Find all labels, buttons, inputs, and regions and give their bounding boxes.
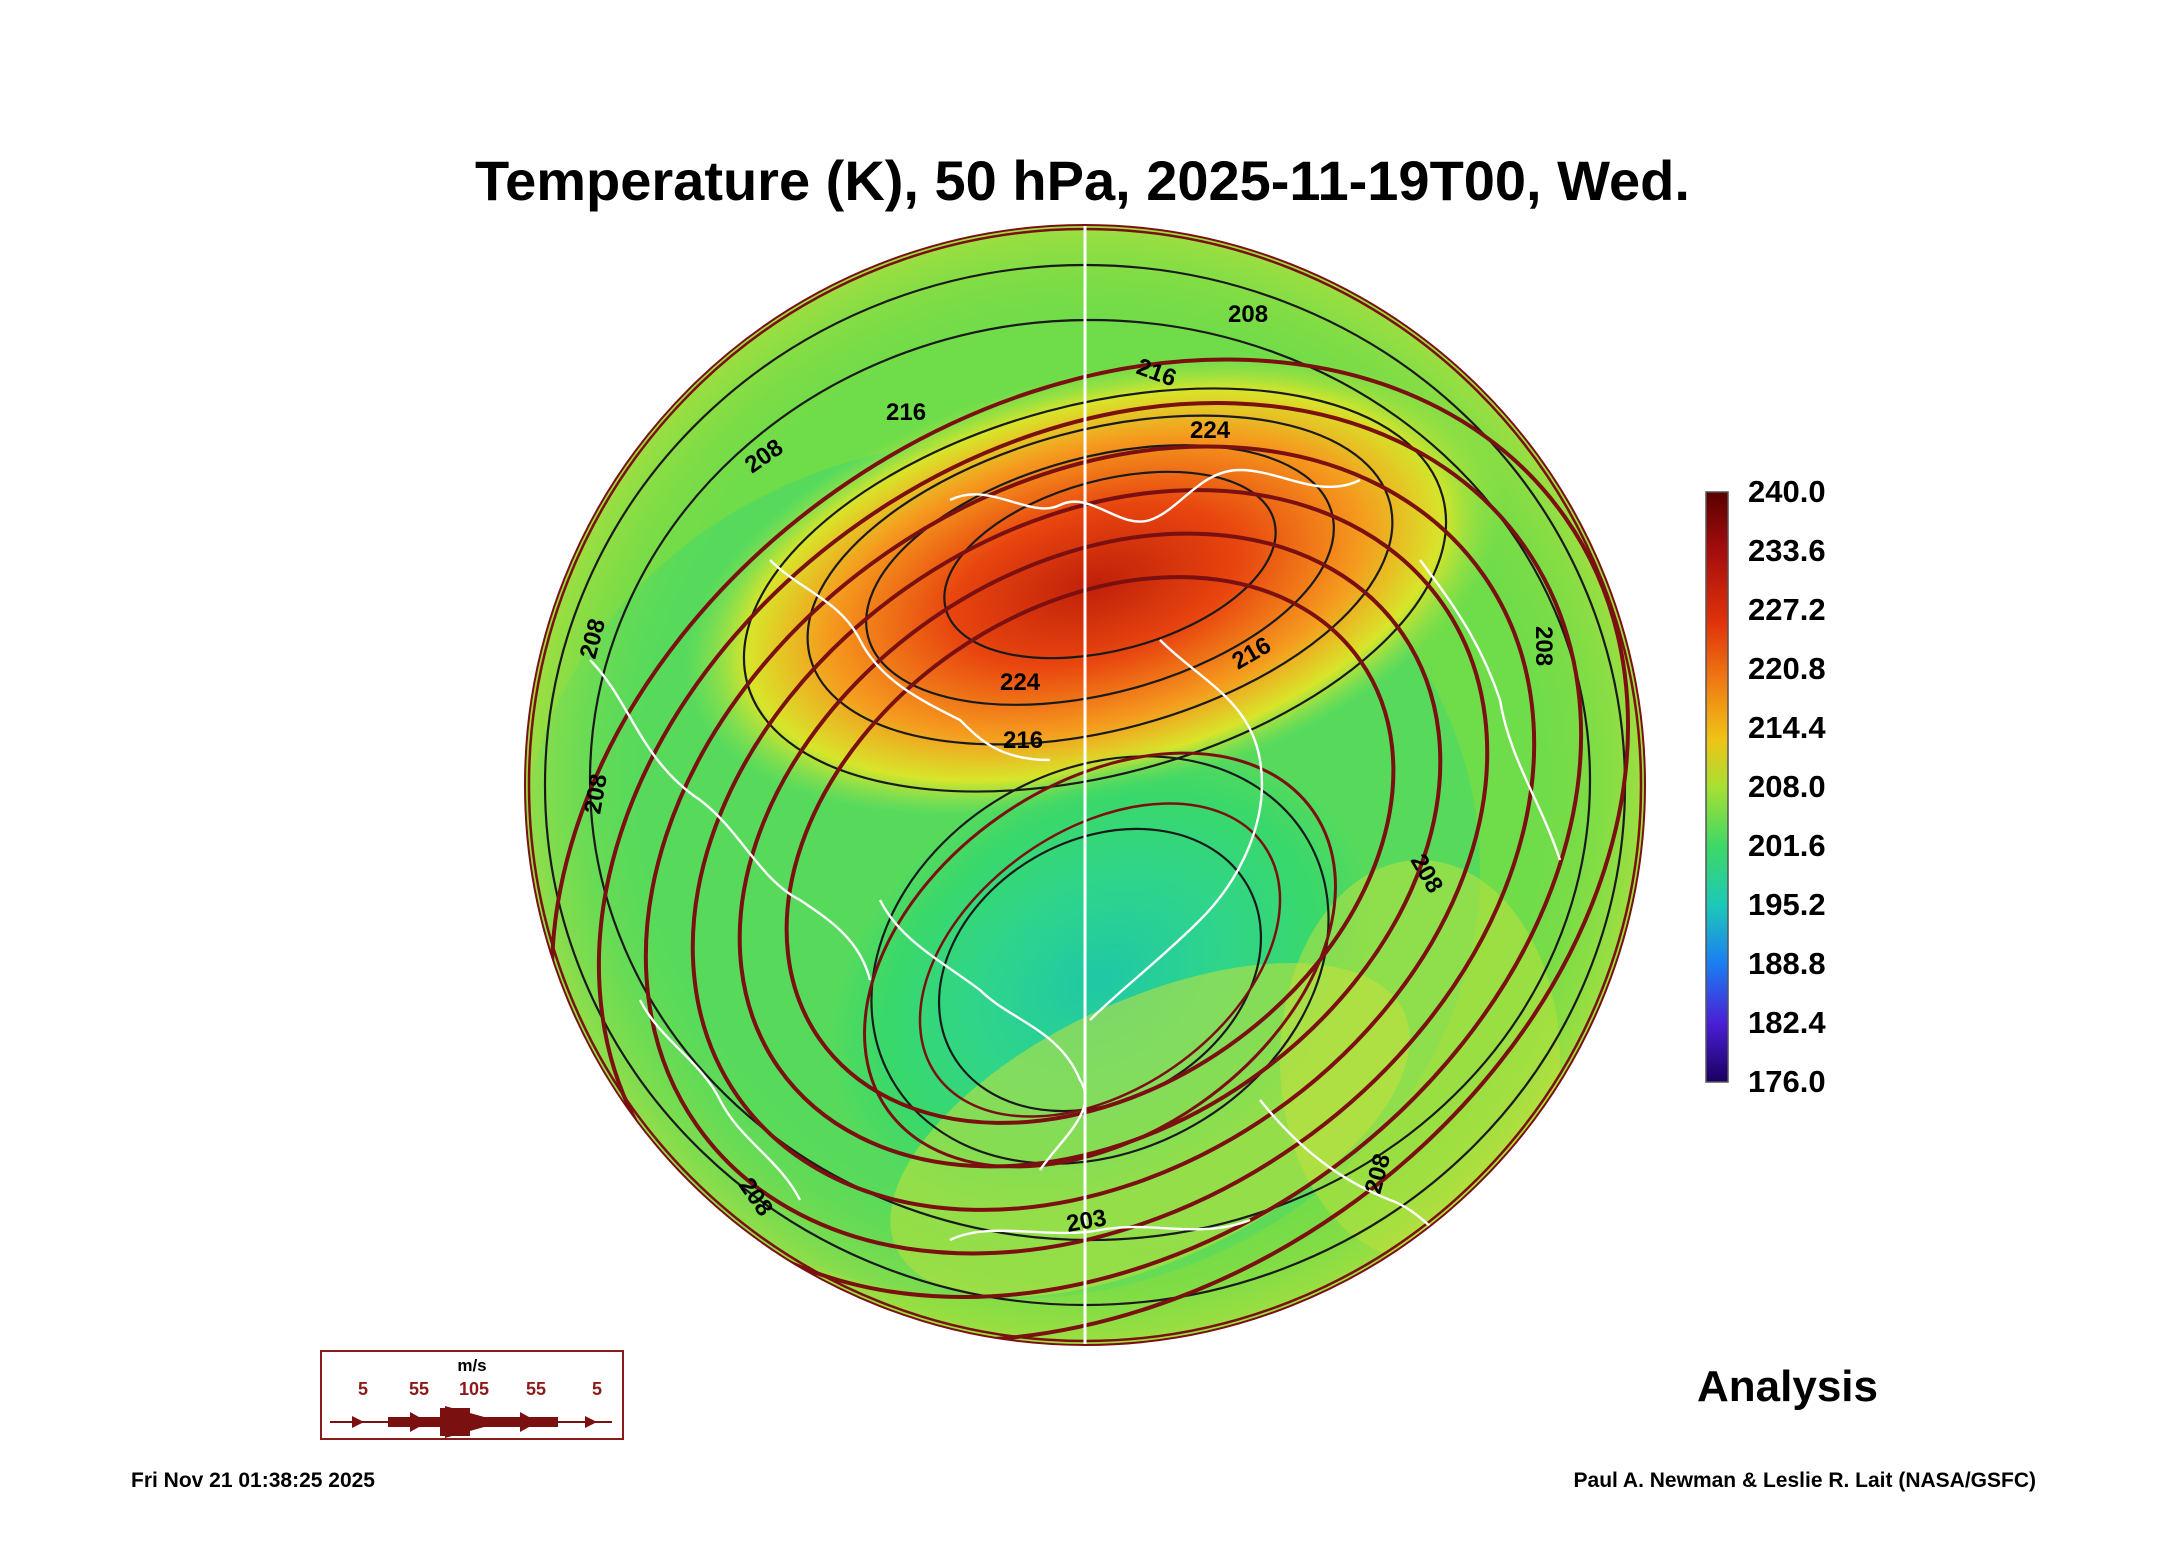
colorbar-label: 214.4 — [1748, 710, 1826, 745]
contour-label: 224 — [1190, 417, 1231, 444]
contour-label: 208 — [1228, 301, 1268, 328]
colorbar-label: 233.6 — [1748, 533, 1826, 568]
contour-label: 208 — [1530, 626, 1557, 666]
wind-legend-value: 5 — [357, 1379, 368, 1399]
colorbar-label: 195.2 — [1748, 887, 1826, 922]
wind-legend-value: 55 — [525, 1379, 547, 1399]
analysis-label: Analysis — [1697, 1362, 1878, 1411]
colorbar-label: 220.8 — [1748, 651, 1826, 686]
wind-legend-unit: m/s — [457, 1356, 487, 1375]
colorbar-label: 240.0 — [1748, 474, 1826, 509]
wind-legend: m/s 5 55 105 55 5 — [320, 1350, 624, 1440]
colorbar-label: 188.8 — [1748, 946, 1826, 981]
contour-label: 216 — [886, 399, 926, 426]
wind-legend-arrow — [330, 1406, 612, 1438]
colorbar — [1705, 491, 1729, 1083]
wind-legend-value: 55 — [408, 1379, 430, 1399]
contour-label: 216 — [1003, 727, 1043, 754]
colorbar-label: 176.0 — [1748, 1064, 1826, 1099]
wind-legend-value: 5 — [591, 1379, 602, 1399]
contour-label: 224 — [1000, 669, 1041, 696]
globe-border — [524, 224, 1646, 1346]
colorbar-label: 201.6 — [1748, 828, 1826, 863]
coastlines — [589, 468, 1562, 1252]
colorbar-label: 227.2 — [1748, 592, 1826, 627]
map-title: Temperature (K), 50 hPa, 2025-11-19T00, … — [475, 149, 1690, 212]
colorbar-label: 208.0 — [1748, 769, 1826, 804]
timestamp: Fri Nov 21 01:38:25 2025 — [131, 1469, 375, 1492]
colorbar-label: 182.4 — [1748, 1005, 1826, 1040]
wind-legend-value: 105 — [458, 1379, 490, 1399]
credit: Paul A. Newman & Leslie R. Lait (NASA/GS… — [1573, 1469, 2036, 1492]
